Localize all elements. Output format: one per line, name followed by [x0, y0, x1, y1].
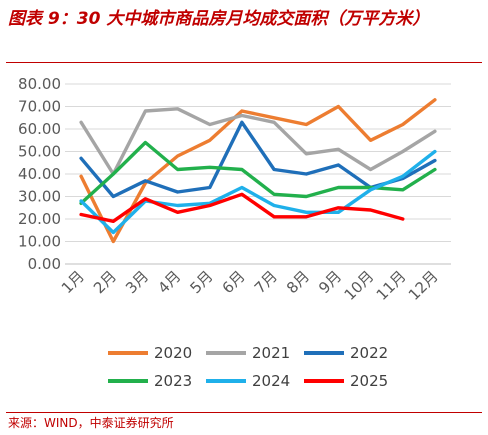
y-tick-label: 30.00: [18, 188, 61, 206]
y-tick-label: 70.00: [18, 98, 61, 116]
y-tick-label: 40.00: [18, 165, 61, 183]
y-tick-label: 50.00: [18, 143, 61, 161]
footer-rule: [6, 412, 482, 413]
x-tick-label: 6月: [219, 267, 249, 297]
y-tick-label: 10.00: [18, 233, 61, 251]
x-tick-label: 8月: [283, 267, 313, 297]
x-tick-label: 10月: [341, 267, 378, 304]
y-tick-label: 80.00: [18, 75, 61, 93]
legend: 2020 2021 2022 2023 2024 2025: [108, 344, 388, 390]
legend-label-2025: 2025: [350, 372, 388, 390]
x-tick-label: 2月: [90, 267, 120, 297]
series-lines: [81, 100, 435, 242]
y-axis: 0.00 10.00 20.00 30.00 40.00 50.00 60.00 70.00 8…: [18, 75, 61, 273]
series-line-2021: [81, 109, 435, 174]
x-tick-label: 1月: [58, 267, 88, 297]
legend-label-2021: 2021: [252, 344, 290, 362]
x-tick-label: 12月: [405, 267, 442, 304]
x-tick-label: 5月: [186, 267, 216, 297]
y-tick-label: 60.00: [18, 120, 61, 138]
legend-label-2024: 2024: [252, 372, 290, 390]
source-note: 来源：WIND，中泰证券研究所: [8, 415, 174, 431]
x-tick-label: 11月: [373, 267, 410, 304]
x-tick-label: 4月: [154, 267, 184, 297]
legend-label-2023: 2023: [154, 372, 192, 390]
x-tick-label: 3月: [122, 267, 152, 297]
y-tick-label: 20.00: [18, 210, 61, 228]
line-chart: 0.00 10.00 20.00 30.00 40.00 50.00 60.00 70.00 8…: [0, 0, 488, 412]
x-tick-label: 7月: [251, 267, 281, 297]
series-line-2020: [81, 100, 435, 242]
y-tick-label: 0.00: [28, 255, 61, 273]
legend-label-2020: 2020: [154, 344, 192, 362]
legend-label-2022: 2022: [350, 344, 388, 362]
grid-lines: [65, 84, 451, 264]
